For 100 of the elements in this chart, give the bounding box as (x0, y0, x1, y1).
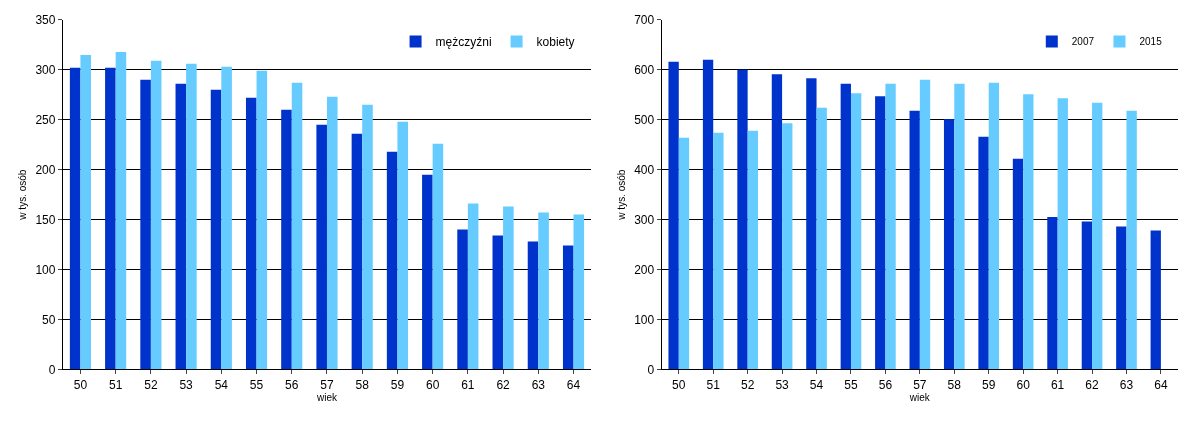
y-tick-label: 50 (42, 312, 56, 327)
x-tick-label: 53 (179, 377, 194, 392)
x-tick-label: 53 (775, 377, 790, 392)
y-axis-title: w tys. osób (616, 169, 628, 221)
y-tick-label: 500 (634, 112, 655, 127)
bar (840, 83, 851, 370)
bar (397, 121, 408, 370)
bar (150, 60, 162, 370)
bar (806, 78, 817, 370)
bar (1047, 217, 1058, 370)
x-axis-title: wiek (315, 391, 338, 403)
bar (1150, 230, 1161, 370)
bar (186, 63, 197, 370)
bar (1116, 226, 1127, 370)
x-tick-label: 55 (844, 377, 858, 392)
x-tick-label: 61 (1050, 377, 1065, 392)
bar (562, 245, 574, 370)
bar (210, 89, 222, 370)
bar (362, 104, 373, 370)
bar (678, 137, 690, 370)
bar (909, 110, 920, 370)
bar (281, 109, 292, 370)
y-tick-label: 300 (35, 63, 56, 78)
bar (1023, 94, 1034, 370)
bar (351, 133, 363, 370)
y-tick-label: 150 (35, 212, 56, 227)
legend-label: mężczyźni (435, 35, 492, 50)
y-axis-title: w tys. osób (17, 169, 29, 221)
x-tick-label: 56 (285, 377, 299, 392)
x-tick-label: 62 (1085, 377, 1100, 392)
bar (782, 123, 793, 370)
x-tick-label: 50 (672, 377, 686, 392)
bar (1126, 110, 1137, 370)
bar (954, 83, 965, 370)
x-tick-label: 56 (878, 377, 893, 392)
bar (221, 66, 232, 370)
bar (316, 124, 327, 370)
bar (978, 136, 989, 370)
x-tick-label: 52 (144, 377, 158, 392)
bar (1012, 158, 1024, 370)
bar (457, 229, 468, 370)
x-tick-label: 64 (566, 377, 581, 392)
bar (573, 214, 585, 370)
y-tick-label: 300 (634, 212, 655, 227)
x-tick-label: 63 (1119, 377, 1134, 392)
bar (140, 79, 151, 370)
bar (492, 235, 504, 370)
bar (988, 82, 1000, 370)
bar (69, 67, 81, 370)
x-tick-label: 54 (809, 377, 824, 392)
x-tick-label: 54 (214, 377, 229, 392)
x-tick-label: 58 (355, 377, 370, 392)
bar (885, 83, 896, 370)
bar (816, 107, 827, 370)
bar (737, 69, 748, 370)
x-tick-label: 57 (320, 377, 334, 392)
x-axis-title: wiek (908, 391, 931, 403)
bar (919, 79, 931, 370)
y-tick-label: 600 (634, 63, 655, 78)
legend-label: 2015 (1139, 36, 1163, 48)
bar (291, 82, 303, 370)
legend-label: kobiety (536, 35, 575, 50)
x-tick-label: 58 (947, 377, 962, 392)
bar (702, 59, 714, 370)
y-tick-label: 200 (35, 162, 56, 177)
bar (115, 51, 127, 370)
x-tick-label: 64 (1154, 377, 1168, 392)
x-tick-label: 62 (496, 377, 511, 392)
y-tick-label: 0 (48, 362, 56, 377)
y-tick-label: 0 (647, 362, 655, 377)
bar (538, 212, 549, 370)
y-tick-label: 100 (35, 262, 56, 277)
x-tick-label: 52 (740, 377, 755, 392)
bar (747, 130, 758, 370)
bar (80, 54, 92, 370)
bar (943, 119, 955, 370)
bar (771, 74, 783, 370)
x-tick-label: 60 (1016, 377, 1031, 392)
y-tick-label: 700 (634, 13, 655, 28)
y-tick-label: 100 (634, 312, 655, 327)
x-tick-label: 50 (73, 377, 88, 392)
y-tick-label: 200 (634, 262, 655, 277)
bar (503, 206, 514, 370)
bar (105, 67, 116, 370)
bar (256, 70, 268, 370)
legend-label: 2007 (1071, 36, 1095, 48)
x-tick-label: 61 (461, 377, 475, 392)
bar (668, 61, 679, 370)
x-tick-label: 63 (531, 377, 546, 392)
bar (432, 143, 444, 370)
bar (713, 132, 724, 370)
bar (1057, 98, 1068, 370)
y-tick-label: 250 (35, 112, 56, 127)
bar (422, 174, 433, 370)
bar (326, 96, 338, 370)
x-tick-label: 57 (913, 377, 927, 392)
bar (175, 83, 187, 370)
bar (1081, 221, 1093, 370)
bar (386, 151, 398, 370)
bar (467, 203, 479, 370)
